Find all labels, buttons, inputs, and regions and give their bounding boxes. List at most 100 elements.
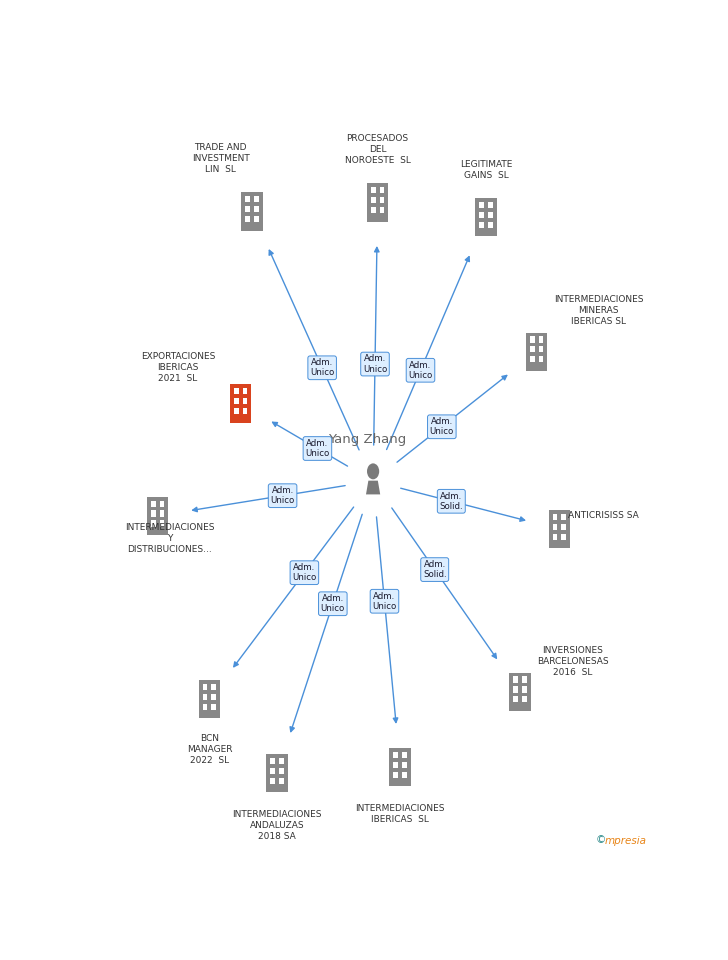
Bar — [242, 388, 248, 395]
Bar — [159, 511, 165, 516]
Bar — [379, 197, 384, 204]
Text: EXPORTACIONES
IBERICAS
2021  SL: EXPORTACIONES IBERICAS 2021 SL — [141, 351, 215, 383]
Bar — [241, 192, 263, 226]
Bar — [147, 496, 168, 531]
Text: Adm.
Unico: Adm. Unico — [305, 439, 330, 458]
Bar — [513, 677, 518, 683]
Bar — [526, 367, 547, 371]
Text: ANTICRISISS SA: ANTICRISISS SA — [568, 511, 638, 519]
Bar — [279, 778, 284, 783]
Bar — [402, 752, 407, 758]
Bar — [549, 543, 570, 548]
Text: Yang Zhang: Yang Zhang — [328, 433, 406, 445]
Text: LEGITIMATE
GAINS  SL: LEGITIMATE GAINS SL — [460, 160, 512, 180]
Bar — [147, 531, 168, 535]
Text: INTERMEDIACIONES
IBERICAS  SL: INTERMEDIACIONES IBERICAS SL — [355, 804, 445, 825]
Text: Adm.
Unico: Adm. Unico — [271, 486, 295, 505]
Bar — [203, 704, 207, 709]
Bar — [245, 196, 250, 202]
Text: INVERSIONES
BARCELONESAS
2016  SL: INVERSIONES BARCELONESAS 2016 SL — [537, 646, 609, 677]
Bar — [234, 398, 239, 404]
Text: INTERMEDIACIONES
ANDALUZAS
2018 SA: INTERMEDIACIONES ANDALUZAS 2018 SA — [232, 810, 322, 841]
Bar — [371, 187, 376, 193]
Bar — [393, 762, 398, 768]
Bar — [513, 696, 518, 703]
Bar — [151, 511, 156, 516]
Bar — [393, 772, 398, 778]
Bar — [151, 520, 156, 527]
Bar — [211, 704, 216, 709]
Bar — [234, 408, 239, 414]
Bar — [549, 510, 570, 543]
Bar — [271, 757, 275, 764]
Bar — [402, 762, 407, 768]
Bar — [479, 212, 484, 218]
Bar — [530, 336, 535, 343]
Bar — [241, 226, 263, 230]
Bar — [211, 684, 216, 690]
Text: mpresia: mpresia — [604, 835, 646, 846]
Bar — [371, 207, 376, 213]
Polygon shape — [366, 481, 380, 494]
Bar — [561, 534, 566, 540]
Bar — [242, 398, 248, 404]
Bar — [393, 752, 398, 758]
Bar — [203, 684, 207, 690]
Bar — [553, 524, 558, 530]
Bar — [371, 197, 376, 204]
Text: INTERMEDIACIONES
Y
DISTRIBUCIONES...: INTERMEDIACIONES Y DISTRIBUCIONES... — [125, 523, 214, 555]
Bar — [245, 216, 250, 222]
Bar — [199, 680, 220, 714]
Bar — [245, 206, 250, 212]
Bar — [522, 686, 526, 692]
Bar — [522, 696, 526, 703]
Text: Adm.
Solid.: Adm. Solid. — [440, 492, 463, 511]
Bar — [488, 202, 493, 208]
Bar — [553, 534, 558, 540]
Text: ©: © — [596, 835, 606, 846]
Bar — [254, 216, 258, 222]
Text: Adm.
Unico: Adm. Unico — [363, 354, 387, 373]
Bar — [402, 772, 407, 778]
Text: PROCESADOS
DEL
NOROESTE  SL: PROCESADOS DEL NOROESTE SL — [344, 133, 411, 165]
Bar — [199, 714, 220, 718]
Text: Adm.
Unico: Adm. Unico — [430, 417, 454, 437]
Text: Adm.
Unico: Adm. Unico — [321, 594, 345, 613]
Bar — [475, 231, 496, 236]
Bar — [488, 212, 493, 218]
Bar — [389, 781, 411, 786]
Bar — [553, 514, 558, 520]
Bar — [254, 196, 258, 202]
Bar — [254, 206, 258, 212]
Text: Adm.
Unico: Adm. Unico — [310, 358, 334, 377]
Bar — [266, 754, 288, 788]
Text: Adm.
Unico: Adm. Unico — [408, 361, 432, 380]
Bar — [479, 222, 484, 228]
Bar — [389, 748, 411, 781]
Bar — [379, 187, 384, 193]
Bar — [509, 707, 531, 711]
Text: Adm.
Solid.: Adm. Solid. — [423, 560, 446, 579]
Bar — [479, 202, 484, 208]
Bar — [526, 332, 547, 367]
Bar — [530, 356, 535, 363]
Bar — [271, 778, 275, 783]
Bar — [509, 673, 531, 707]
Bar — [242, 408, 248, 414]
Bar — [379, 207, 384, 213]
Bar — [367, 183, 388, 217]
Text: Adm.
Unico: Adm. Unico — [292, 563, 317, 583]
Bar — [279, 768, 284, 774]
Bar — [530, 347, 535, 352]
Bar — [539, 356, 543, 363]
Text: Adm.
Unico: Adm. Unico — [372, 591, 397, 611]
Bar — [488, 222, 493, 228]
Bar — [475, 198, 496, 231]
Bar — [151, 500, 156, 507]
Bar — [203, 694, 207, 700]
Bar — [230, 419, 251, 422]
Bar — [279, 757, 284, 764]
Bar — [159, 500, 165, 507]
Bar — [561, 524, 566, 530]
Bar — [513, 686, 518, 692]
